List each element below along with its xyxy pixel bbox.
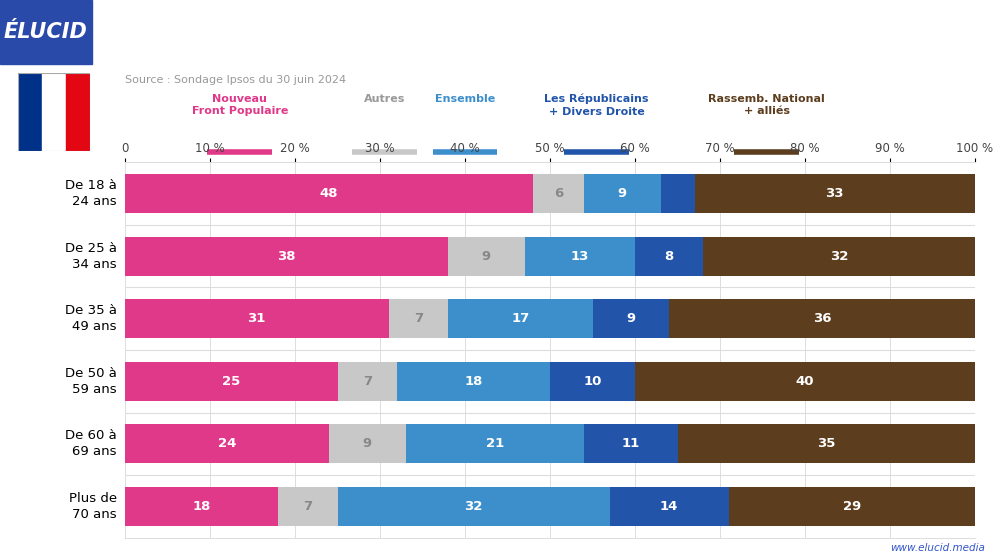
Text: Ensemble: Ensemble xyxy=(435,94,495,104)
Text: 8: 8 xyxy=(664,250,674,263)
Bar xyxy=(388,300,448,338)
Text: 32: 32 xyxy=(464,500,483,513)
Text: 9: 9 xyxy=(363,437,372,450)
Bar xyxy=(635,237,703,276)
Text: 7: 7 xyxy=(303,500,312,513)
Text: 14: 14 xyxy=(660,500,678,513)
Bar xyxy=(592,300,669,338)
Text: Nouveau
Front Populaire: Nouveau Front Populaire xyxy=(192,94,288,116)
Bar xyxy=(397,362,550,400)
Text: 35: 35 xyxy=(817,437,835,450)
Text: Rassemb. National
+ alliés: Rassemb. National + alliés xyxy=(708,94,825,116)
Text: 25: 25 xyxy=(222,375,240,388)
Text: 18: 18 xyxy=(464,375,483,388)
Text: 40: 40 xyxy=(796,375,814,388)
Text: 48: 48 xyxy=(320,187,338,200)
Text: 17: 17 xyxy=(511,312,529,325)
Bar xyxy=(125,362,338,400)
Bar xyxy=(584,174,660,213)
Bar xyxy=(448,300,592,338)
Text: 10: 10 xyxy=(583,375,602,388)
Bar xyxy=(703,237,975,276)
Bar xyxy=(533,174,584,213)
Bar xyxy=(338,362,397,400)
Text: 7: 7 xyxy=(363,375,372,388)
Bar xyxy=(125,300,388,338)
Bar xyxy=(18,73,42,151)
Bar xyxy=(406,424,584,463)
Text: 7: 7 xyxy=(414,312,423,325)
Text: Les Républicains
+ Divers Droite: Les Républicains + Divers Droite xyxy=(544,94,649,116)
Bar xyxy=(448,237,524,276)
Bar xyxy=(0,0,92,64)
Bar xyxy=(125,237,448,276)
Bar xyxy=(669,300,975,338)
Text: 32: 32 xyxy=(830,250,848,263)
Bar xyxy=(584,424,678,463)
Bar xyxy=(550,362,635,400)
Bar xyxy=(678,424,975,463)
Bar xyxy=(125,424,329,463)
Text: 38: 38 xyxy=(277,250,296,263)
Bar xyxy=(42,73,66,151)
Text: 13: 13 xyxy=(571,250,589,263)
Bar xyxy=(728,487,975,526)
Text: 21: 21 xyxy=(486,437,504,450)
Bar xyxy=(694,174,975,213)
Bar xyxy=(66,73,90,151)
Bar xyxy=(524,237,635,276)
Bar xyxy=(635,362,975,400)
Text: 6: 6 xyxy=(554,187,563,200)
Text: 18: 18 xyxy=(192,500,211,513)
Text: Source : Sondage Ipsos du 30 juin 2024: Source : Sondage Ipsos du 30 juin 2024 xyxy=(125,75,346,85)
Text: 29: 29 xyxy=(843,500,861,513)
Bar xyxy=(125,487,278,526)
Text: Autres: Autres xyxy=(364,94,405,104)
Text: 11: 11 xyxy=(622,437,640,450)
Bar xyxy=(329,424,406,463)
Bar xyxy=(610,487,728,526)
Text: 33: 33 xyxy=(826,187,844,200)
Text: Décomposition des votes des Français aux Législatives 2024 selon l'âge: Décomposition des votes des Français aux… xyxy=(104,22,865,42)
Text: 24: 24 xyxy=(218,437,236,450)
Text: ÉLUCID: ÉLUCID xyxy=(4,22,88,42)
Text: 9: 9 xyxy=(618,187,627,200)
Bar xyxy=(125,174,533,213)
Bar xyxy=(660,174,694,213)
Bar xyxy=(338,487,610,526)
Text: 36: 36 xyxy=(813,312,831,325)
Bar xyxy=(278,487,338,526)
Text: 9: 9 xyxy=(626,312,635,325)
Text: 31: 31 xyxy=(248,312,266,325)
Text: 9: 9 xyxy=(482,250,491,263)
Text: www.elucid.media: www.elucid.media xyxy=(890,543,985,553)
